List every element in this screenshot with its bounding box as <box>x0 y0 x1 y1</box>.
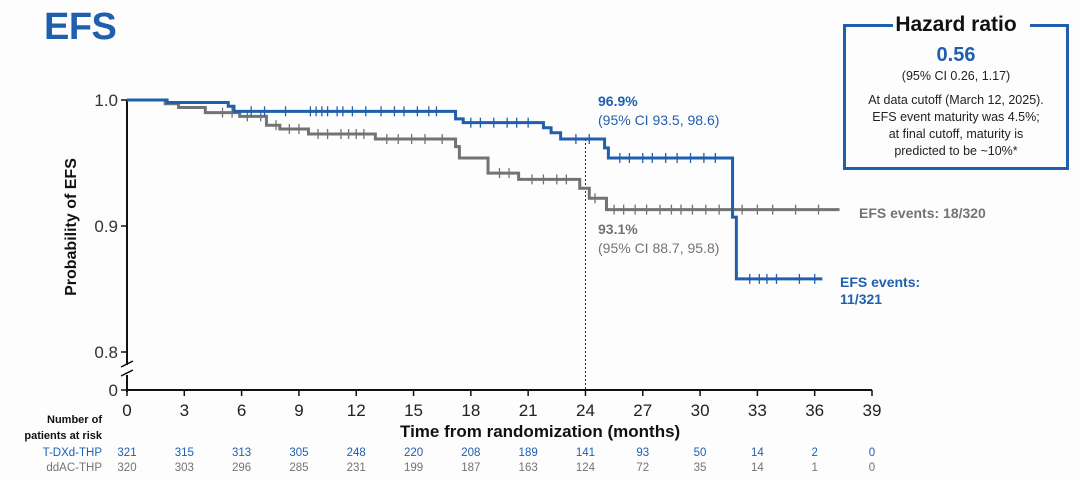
x-tick-label: 36 <box>805 401 824 420</box>
risk-cell: 285 <box>289 462 309 474</box>
x-tick-label: 12 <box>347 401 366 420</box>
risk-row-label-ddac: ddAC-THP <box>46 462 102 474</box>
x-tick-label: 15 <box>404 401 423 420</box>
note-line: At data cutoff (March 12, 2025). <box>868 93 1044 107</box>
ddac-annotation-ci: (95% CI 88.7, 95.8) <box>598 240 720 256</box>
risk-cell: 72 <box>636 462 650 474</box>
risk-cell: 208 <box>461 447 481 459</box>
risk-cell: 220 <box>403 447 424 459</box>
x-tick-label: 6 <box>237 401 246 420</box>
risk-cell: 14 <box>750 447 764 459</box>
risk-cell: 14 <box>750 462 764 474</box>
hazard-ratio-value: 0.56 <box>936 44 976 66</box>
x-tick-label: 21 <box>519 401 538 420</box>
x-tick-label: 33 <box>748 401 767 420</box>
note-line: predicted to be ~10%* <box>894 144 1018 158</box>
tdxd-events-line: EFS events: <box>840 274 921 290</box>
hazard-ratio-box <box>843 24 1069 170</box>
x-tick-label: 0 <box>122 401 131 420</box>
x-tick-label: 30 <box>691 401 710 420</box>
hazard-ratio-ci: (95% CI 0.26, 1.17) <box>901 69 1011 83</box>
risk-header-line: Number of <box>47 414 102 426</box>
tdxd-annotation-value: 96.9% <box>598 93 638 109</box>
note-line: EFS event maturity was 4.5%; <box>872 110 1040 124</box>
y-tick-label: 0 <box>109 381 118 400</box>
hazard-box-border <box>1030 24 1069 27</box>
risk-cell: 231 <box>346 462 366 474</box>
tdxd-events-label: EFS events: 11/321 <box>840 274 920 308</box>
risk-cell: 1 <box>811 462 818 474</box>
risk-row-label-tdxd: T-DXd-THP <box>42 447 102 459</box>
risk-cell: 189 <box>518 447 538 459</box>
x-tick-label: 24 <box>576 401 595 420</box>
km-curve-t-dxd-thp <box>127 98 823 281</box>
risk-cell: 296 <box>232 462 252 474</box>
risk-cell: 315 <box>174 447 194 459</box>
risk-cell: 141 <box>575 447 596 459</box>
tdxd-annotation-ci: (95% CI 93.5, 98.6) <box>598 112 720 128</box>
risk-cell: 93 <box>636 447 650 459</box>
ddac-events-label: EFS events: 18/320 <box>859 205 986 221</box>
x-tick-label: 27 <box>633 401 652 420</box>
y-axis-label: Probability of EFS <box>63 158 80 296</box>
risk-cell: 248 <box>346 447 366 459</box>
ddac-annotation-value: 93.1% <box>598 221 638 237</box>
y-tick-label: 1.0 <box>94 91 118 110</box>
km-curve-ddac-thp <box>127 98 840 212</box>
x-tick-label: 9 <box>294 401 303 420</box>
risk-cell: 124 <box>575 462 596 474</box>
risk-header-line: patients at risk <box>24 430 102 442</box>
page-title: EFS <box>44 6 117 48</box>
risk-cell: 321 <box>117 447 137 459</box>
risk-cell: 187 <box>461 462 481 474</box>
x-axis-label: Time from randomization (months) <box>400 422 681 441</box>
hazard-ratio-title: Hazard ratio <box>895 13 1017 36</box>
risk-cell: 313 <box>232 447 252 459</box>
hazard-ratio-note: At data cutoff (March 12, 2025). EFS eve… <box>843 92 1069 160</box>
y-tick-label: 0.8 <box>94 343 118 362</box>
risk-cell: 199 <box>403 462 424 474</box>
risk-cell: 35 <box>693 462 707 474</box>
y-tick-label: 0.9 <box>94 217 118 236</box>
risk-cell: 163 <box>518 462 538 474</box>
risk-cell: 50 <box>693 447 707 459</box>
risk-cell: 303 <box>174 462 194 474</box>
axis-break-mark <box>120 360 134 368</box>
risk-table-header: Number of patients at risk <box>10 412 102 444</box>
risk-cell: 305 <box>289 447 309 459</box>
tdxd-events-line: 11/321 <box>840 291 883 307</box>
risk-cell: 2 <box>811 447 818 459</box>
x-tick-label: 18 <box>461 401 480 420</box>
note-line: at final cutoff, maturity is <box>888 127 1024 141</box>
x-tick-label: 39 <box>863 401 882 420</box>
risk-cell: 0 <box>868 447 876 459</box>
axis-break-mark <box>120 369 134 377</box>
risk-cell: 0 <box>868 462 876 474</box>
hazard-box-border <box>843 24 893 27</box>
risk-cell: 320 <box>117 462 137 474</box>
x-tick-label: 3 <box>180 401 189 420</box>
